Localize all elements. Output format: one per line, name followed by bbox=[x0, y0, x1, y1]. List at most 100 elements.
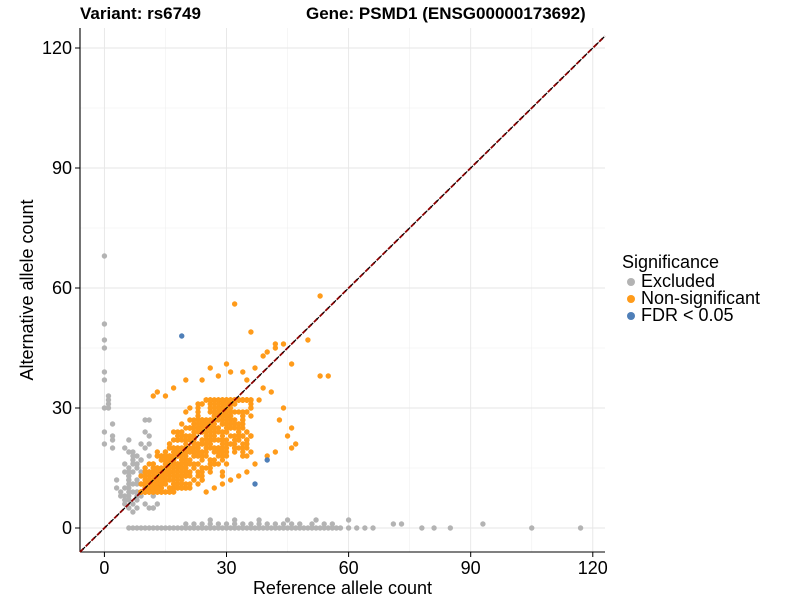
point-non-significant bbox=[158, 489, 165, 495]
point-excluded bbox=[117, 493, 124, 499]
point-non-significant bbox=[179, 457, 185, 463]
point-excluded bbox=[203, 525, 209, 531]
point-excluded bbox=[130, 489, 136, 495]
point-non-significant bbox=[223, 461, 230, 467]
point-non-significant bbox=[240, 417, 246, 423]
point-non-significant bbox=[284, 433, 291, 439]
point-excluded bbox=[138, 441, 144, 447]
point-non-significant bbox=[248, 401, 254, 407]
point-excluded bbox=[126, 449, 132, 455]
point-excluded bbox=[154, 525, 161, 531]
point-non-significant bbox=[219, 445, 226, 451]
point-excluded bbox=[146, 417, 152, 423]
identity-line-overlay bbox=[79, 35, 606, 553]
point-non-significant bbox=[146, 461, 152, 467]
y-tick-label: 0 bbox=[62, 518, 72, 538]
point-non-significant bbox=[240, 445, 246, 451]
point-non-significant bbox=[244, 437, 250, 443]
point-non-significant bbox=[195, 473, 201, 479]
point-excluded bbox=[142, 501, 148, 507]
point-non-significant bbox=[179, 469, 185, 475]
point-excluded bbox=[105, 401, 112, 407]
point-excluded bbox=[134, 505, 140, 511]
point-excluded bbox=[252, 525, 258, 531]
point-excluded bbox=[138, 493, 144, 499]
point-non-significant bbox=[223, 417, 230, 423]
point-non-significant bbox=[223, 401, 230, 407]
point-excluded bbox=[122, 469, 128, 475]
point-non-significant bbox=[150, 489, 156, 495]
point-non-significant bbox=[227, 405, 234, 411]
point-excluded bbox=[134, 481, 140, 487]
point-non-significant bbox=[260, 353, 266, 359]
point-excluded bbox=[244, 525, 250, 531]
point-non-significant bbox=[187, 461, 193, 467]
point-non-significant bbox=[240, 449, 246, 455]
point-non-significant bbox=[191, 461, 197, 467]
point-non-significant bbox=[183, 465, 189, 471]
point-non-significant bbox=[240, 441, 246, 447]
point-non-significant bbox=[207, 433, 213, 439]
point-excluded bbox=[105, 397, 112, 403]
point-excluded bbox=[126, 469, 132, 475]
point-non-significant bbox=[207, 457, 213, 463]
point-non-significant bbox=[240, 397, 246, 403]
point-non-significant bbox=[215, 397, 222, 403]
point-non-significant bbox=[248, 449, 254, 455]
point-non-significant bbox=[174, 481, 181, 487]
point-non-significant bbox=[272, 345, 279, 351]
point-excluded bbox=[248, 525, 254, 531]
point-excluded bbox=[138, 469, 144, 475]
point-excluded bbox=[109, 433, 116, 439]
point-excluded bbox=[126, 473, 132, 479]
point-excluded bbox=[231, 517, 238, 523]
point-non-significant bbox=[142, 481, 148, 487]
point-non-significant bbox=[195, 405, 201, 411]
y-tick-label: 30 bbox=[52, 398, 72, 418]
point-non-significant bbox=[244, 409, 250, 415]
point-non-significant bbox=[187, 449, 193, 455]
point-excluded bbox=[126, 465, 132, 471]
point-excluded bbox=[150, 525, 156, 531]
point-non-significant bbox=[154, 449, 161, 455]
point-excluded bbox=[101, 253, 108, 259]
point-non-significant bbox=[170, 461, 177, 467]
x-axis-label: Reference allele count bbox=[253, 578, 432, 598]
point-non-significant bbox=[248, 433, 254, 439]
point-excluded bbox=[276, 525, 283, 531]
point-excluded bbox=[122, 445, 128, 451]
point-excluded bbox=[313, 517, 319, 523]
point-non-significant bbox=[174, 461, 181, 467]
point-excluded bbox=[256, 517, 262, 523]
point-non-significant bbox=[244, 469, 250, 475]
point-non-significant bbox=[207, 445, 213, 451]
point-excluded bbox=[101, 377, 108, 383]
point-non-significant bbox=[211, 409, 218, 415]
point-non-significant bbox=[183, 453, 189, 459]
point-non-significant bbox=[179, 465, 185, 471]
point-excluded bbox=[256, 525, 262, 531]
point-non-significant bbox=[158, 457, 165, 463]
point-excluded bbox=[207, 517, 213, 523]
point-non-significant bbox=[158, 481, 165, 487]
point-excluded bbox=[105, 393, 112, 399]
point-non-significant bbox=[174, 445, 181, 451]
point-non-significant bbox=[187, 473, 193, 479]
point-non-significant bbox=[154, 477, 161, 483]
point-excluded bbox=[166, 525, 173, 531]
point-excluded bbox=[122, 501, 128, 507]
point-non-significant bbox=[174, 477, 181, 483]
point-excluded bbox=[122, 461, 128, 467]
point-non-significant bbox=[158, 477, 165, 483]
legend-label-fdr: FDR < 0.05 bbox=[641, 305, 734, 325]
point-non-significant bbox=[288, 425, 295, 431]
point-excluded bbox=[419, 525, 425, 531]
point-excluded bbox=[183, 521, 189, 527]
point-non-significant bbox=[223, 397, 230, 403]
point-non-significant bbox=[231, 441, 238, 447]
point-non-significant bbox=[231, 301, 238, 307]
point-excluded bbox=[191, 525, 197, 531]
point-non-significant bbox=[170, 445, 177, 451]
point-non-significant bbox=[142, 489, 148, 495]
point-non-significant bbox=[158, 485, 165, 491]
